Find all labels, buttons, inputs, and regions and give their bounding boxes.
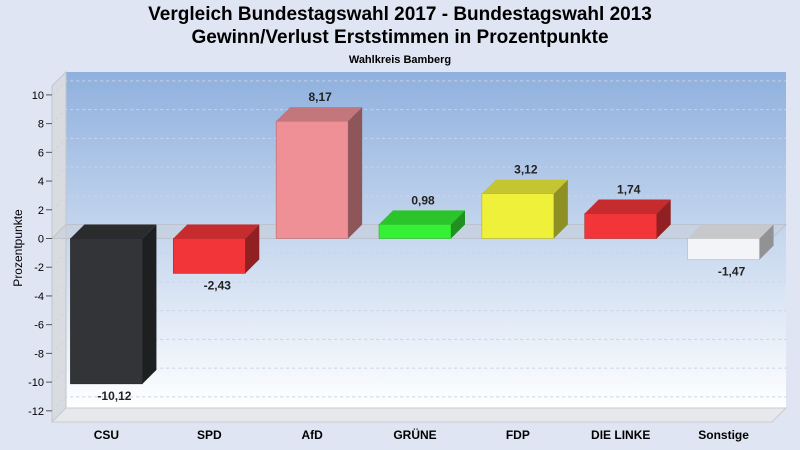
data-label: -2,43 xyxy=(204,278,232,292)
data-label: 3,12 xyxy=(514,163,538,177)
bar-side xyxy=(142,224,157,384)
gridline xyxy=(51,137,786,153)
gridline xyxy=(51,166,786,182)
bar-csu xyxy=(70,224,157,385)
bar-spd xyxy=(172,224,260,274)
bar-die-linke xyxy=(584,199,671,239)
bar-side xyxy=(656,199,671,239)
y-tick-label: 6 xyxy=(38,147,44,159)
x-tick-label: AfD xyxy=(301,428,323,442)
bar-top xyxy=(481,179,568,194)
x-tick-label: GRÜNE xyxy=(393,427,436,442)
bar-front xyxy=(70,238,143,385)
gridline xyxy=(51,252,786,268)
y-tick-label: -6 xyxy=(34,320,44,332)
gridline xyxy=(51,367,786,383)
chart-title: Vergleich Bundestagswahl 2017 - Bundesta… xyxy=(148,4,652,25)
y-tick-label: -4 xyxy=(34,291,44,303)
bar-grüne xyxy=(378,210,465,239)
y-tick-label: -12 xyxy=(28,406,44,418)
y-tick-label: 0 xyxy=(38,234,44,246)
gridline xyxy=(51,109,786,124)
plot-floor xyxy=(50,407,788,423)
bars: -10,12 -2,43 8,17 0,98 3,12 1,74 -1,47 xyxy=(70,90,774,403)
data-label: 8,17 xyxy=(308,90,332,104)
bar-top xyxy=(173,224,260,239)
y-tick-label: -8 xyxy=(34,348,44,360)
y-tick-label: -2 xyxy=(34,262,44,274)
y-tick-label: 8 xyxy=(38,119,44,131)
y-tick-label: 2 xyxy=(38,205,44,217)
bar-side xyxy=(348,107,363,239)
bar-top xyxy=(379,210,465,225)
gridline xyxy=(51,396,786,412)
bar-side xyxy=(245,224,260,274)
x-tick-label: DIE LINKE xyxy=(591,428,650,442)
bar-front xyxy=(687,238,760,260)
gridline xyxy=(51,281,786,297)
bar-afd xyxy=(275,107,363,239)
bar-top xyxy=(276,107,363,122)
bar-side xyxy=(759,224,774,260)
bar-front xyxy=(584,213,658,239)
y-tick-label: 10 xyxy=(32,90,44,102)
data-label: 1,74 xyxy=(617,183,641,197)
y-axis-ticks: 10 8 6 4 2 0 -2 -4 -6 -8 -10 -12 xyxy=(28,90,52,418)
data-label: 0,98 xyxy=(411,193,435,207)
bar-fdp xyxy=(481,179,568,239)
chart-subtitle: Wahlkreis Bamberg xyxy=(348,54,452,66)
x-tick-label: FDP xyxy=(506,428,530,442)
gridline xyxy=(51,310,786,326)
bar-side xyxy=(451,210,465,239)
x-tick-label: SPD xyxy=(197,428,222,442)
bar-front xyxy=(172,238,246,274)
bar-front xyxy=(378,224,452,239)
chart-title-line-2: Gewinn/Verlust Erststimmen in Prozentpun… xyxy=(191,27,609,48)
x-axis-labels: CSU SPD AfD GRÜNE FDP DIE LINKE Sonstige xyxy=(94,427,749,442)
bar-top xyxy=(687,224,774,239)
bar-side xyxy=(553,179,568,239)
bar-sonstige xyxy=(687,224,774,260)
bar-front xyxy=(275,120,349,239)
plot-side-wall xyxy=(51,70,67,424)
y-tick-label: 4 xyxy=(38,176,44,188)
y-axis-label: Prozentpunkte xyxy=(11,209,25,287)
x-tick-label: Sonstige xyxy=(698,428,749,442)
bar-top xyxy=(70,224,157,239)
data-label: -1,47 xyxy=(718,265,746,279)
bar-front xyxy=(481,193,555,239)
gridline xyxy=(51,80,786,96)
data-label: -10,12 xyxy=(97,389,131,403)
bar-top xyxy=(584,199,671,214)
x-tick-label: CSU xyxy=(94,428,119,442)
y-tick-label: -10 xyxy=(28,377,44,389)
gridline xyxy=(51,338,786,354)
